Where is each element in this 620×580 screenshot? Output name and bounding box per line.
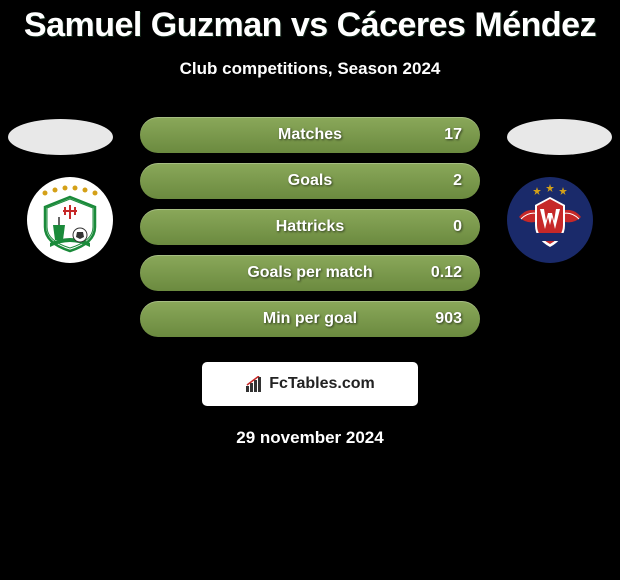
- left-player-oval: [8, 119, 113, 155]
- page-title: Samuel Guzman vs Cáceres Méndez: [0, 0, 620, 45]
- date-label: 29 november 2024: [0, 428, 620, 448]
- right-player-oval: [507, 119, 612, 155]
- stat-value-right: 2: [453, 172, 462, 190]
- stat-label: Goals per match: [247, 264, 372, 282]
- stat-value-right: 17: [444, 126, 462, 144]
- comparison-panel: Matches 17 Goals 2 Hattricks 0 Goals per…: [0, 117, 620, 352]
- left-team-badge: [20, 177, 120, 263]
- stat-row-hattricks: Hattricks 0: [140, 209, 480, 245]
- stat-label: Matches: [278, 126, 342, 144]
- stat-label: Hattricks: [276, 218, 344, 236]
- fctables-logo: FcTables.com: [202, 362, 418, 406]
- bar-chart-icon: [245, 376, 265, 392]
- right-team-badge: [500, 177, 600, 263]
- stat-row-goals: Goals 2: [140, 163, 480, 199]
- stat-row-min-per-goal: Min per goal 903: [140, 301, 480, 337]
- stat-value-right: 0.12: [431, 264, 462, 282]
- stats-list: Matches 17 Goals 2 Hattricks 0 Goals per…: [140, 117, 480, 337]
- stat-value-right: 903: [435, 310, 462, 328]
- oriente-petrolero-crest-icon: [35, 185, 105, 255]
- logo-label: FcTables.com: [269, 375, 375, 393]
- stat-label: Goals: [288, 172, 332, 190]
- stat-row-matches: Matches 17: [140, 117, 480, 153]
- stat-row-goals-per-match: Goals per match 0.12: [140, 255, 480, 291]
- subtitle: Club competitions, Season 2024: [0, 59, 620, 79]
- stat-value-right: 0: [453, 218, 462, 236]
- wilstermann-crest-icon: [507, 177, 593, 263]
- stat-label: Min per goal: [263, 310, 357, 328]
